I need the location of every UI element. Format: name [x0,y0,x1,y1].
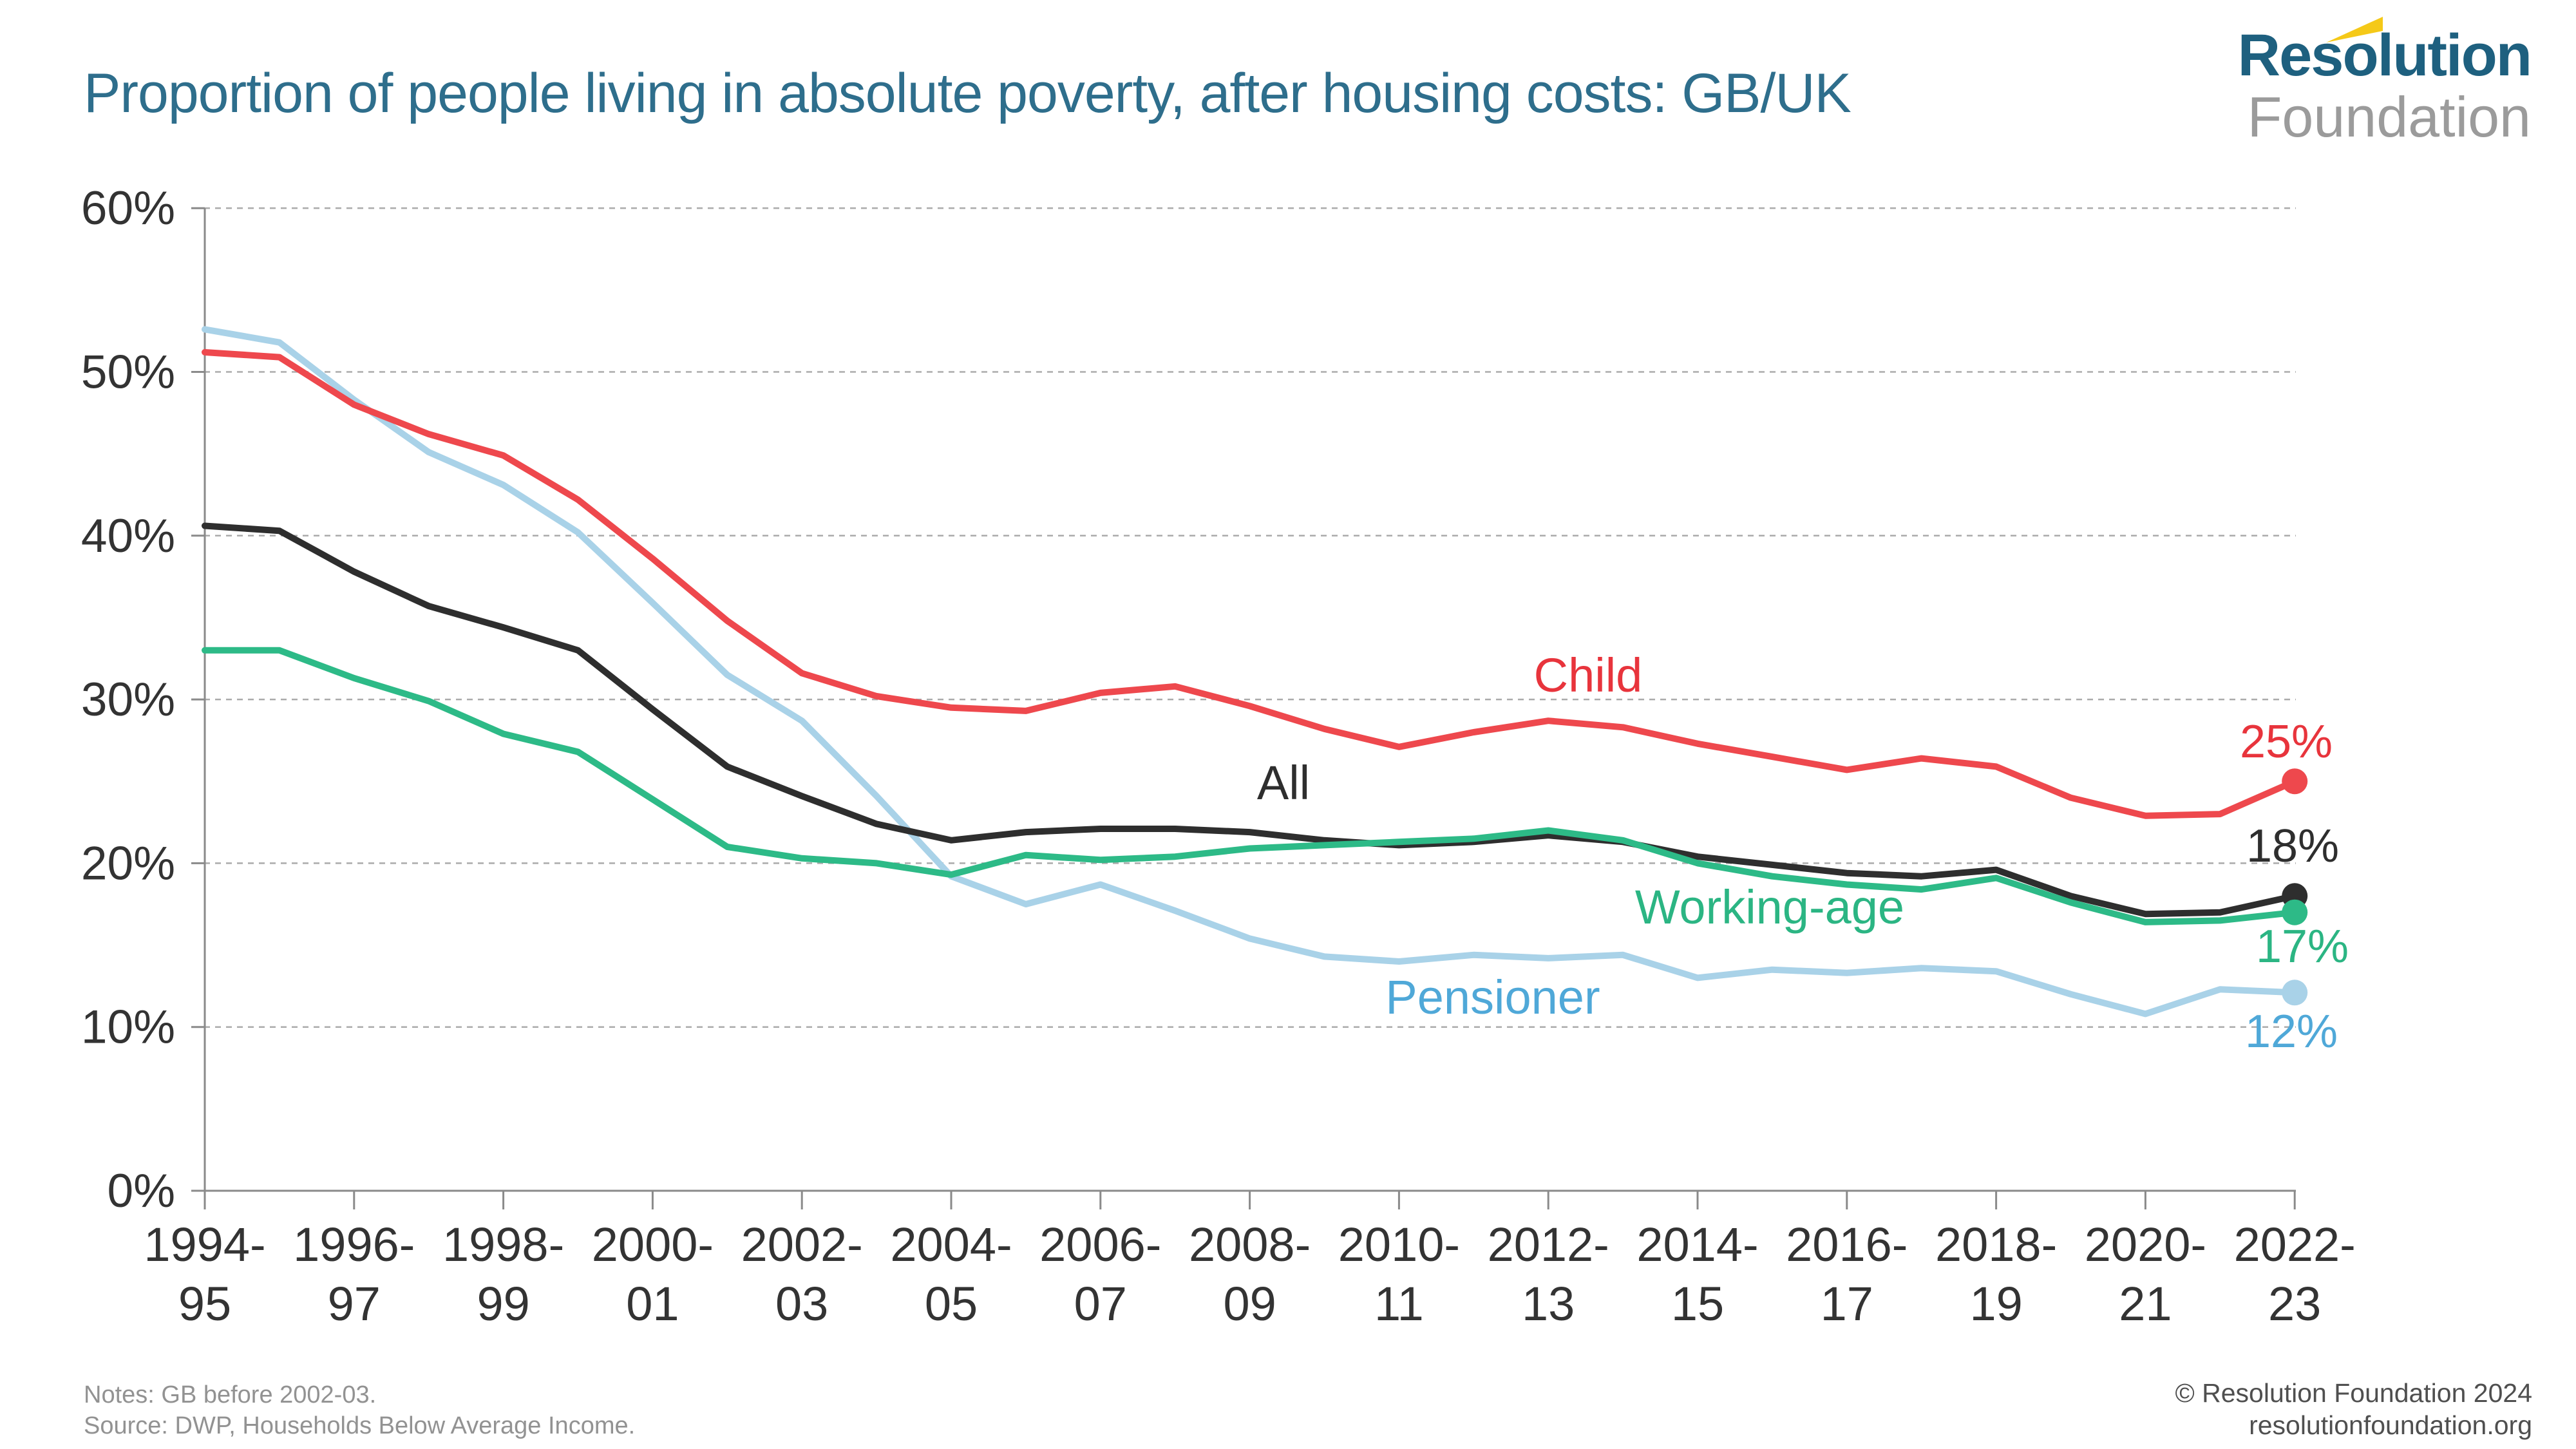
chart-notes: Notes: GB before 2002-03. Source: DWP, H… [84,1379,635,1441]
series-end-dot-pensioner [2282,980,2308,1006]
series-end-dot-working-age [2282,899,2308,925]
series-end-label-working-age: 17% [2256,921,2349,972]
series-label-child: Child [1534,649,1643,702]
y-axis-label: 10% [81,1001,175,1054]
logo-text-foundation: Foundation [2247,85,2531,149]
series-label-all: All [1257,756,1310,810]
y-axis-label: 40% [81,510,175,562]
x-axis-label: 2016- [1786,1218,1908,1271]
x-axis-label: 05 [925,1277,978,1331]
x-axis-label: 1998- [442,1218,564,1271]
x-axis-label: 21 [2119,1277,2172,1331]
series-end-label-all: 18% [2246,820,2339,872]
x-axis-label: 23 [2268,1277,2321,1331]
notes-line: Notes: GB before 2002-03. [84,1381,377,1408]
x-axis-label: 1994- [144,1218,265,1271]
y-axis-label: 0% [107,1165,175,1217]
source-line: Source: DWP, Households Below Average In… [84,1412,636,1439]
footer-website: resolutionfoundation.org [2249,1410,2532,1440]
x-axis-label: 99 [477,1277,529,1331]
series-label-working-age: Working-age [1635,880,1904,934]
x-axis-label: 2006- [1039,1218,1161,1271]
x-axis-label: 95 [178,1277,231,1331]
series-end-dot-child [2282,768,2308,795]
x-axis-label: 09 [1223,1277,1276,1331]
x-axis-label: 97 [328,1277,381,1331]
series-label-pensioner: Pensioner [1385,971,1600,1024]
x-axis-label: 2000- [592,1218,714,1271]
chart-title: Proportion of people living in absolute … [84,62,1852,124]
x-axis-label: 2014- [1636,1218,1758,1271]
series-line-all [202,522,2298,918]
series-line-pensioner [202,326,2298,1018]
series-end-label-pensioner: 12% [2245,1006,2338,1057]
series-line-child [202,349,2298,819]
x-axis-label: 15 [1671,1277,1724,1331]
y-axis-label: 30% [81,674,175,726]
x-axis-label: 2022- [2234,1218,2356,1271]
x-axis-label: 2004- [890,1218,1012,1271]
series-line-working-age [202,647,2298,925]
chart-footer: © Resolution Foundation 2024 resolutionf… [2175,1377,2532,1441]
x-axis-label: 07 [1074,1277,1127,1331]
x-axis-label: 2002- [741,1218,863,1271]
x-axis-label: 17 [1821,1277,1873,1331]
series-end-label-child: 25% [2240,716,2333,768]
x-axis-label: 1996- [293,1218,415,1271]
y-axis-label: 50% [81,346,175,399]
x-axis-label: 03 [775,1277,828,1331]
y-axis-label: 20% [81,837,175,889]
x-axis-label: 2008- [1189,1218,1311,1271]
x-axis-label: 11 [1374,1277,1424,1331]
y-axis-label: 60% [81,182,175,234]
x-axis-label: 2012- [1488,1218,1609,1271]
x-axis-label: 2020- [2085,1218,2206,1271]
x-axis-label: 13 [1522,1277,1575,1331]
x-axis-label: 2018- [1935,1218,2057,1271]
footer-copyright: © Resolution Foundation 2024 [2175,1378,2532,1408]
logo-text-resolution: Resolution [2237,23,2532,88]
x-axis-label: 01 [626,1277,679,1331]
x-axis-label: 19 [1969,1277,2022,1331]
x-axis-label: 2010- [1338,1218,1460,1271]
